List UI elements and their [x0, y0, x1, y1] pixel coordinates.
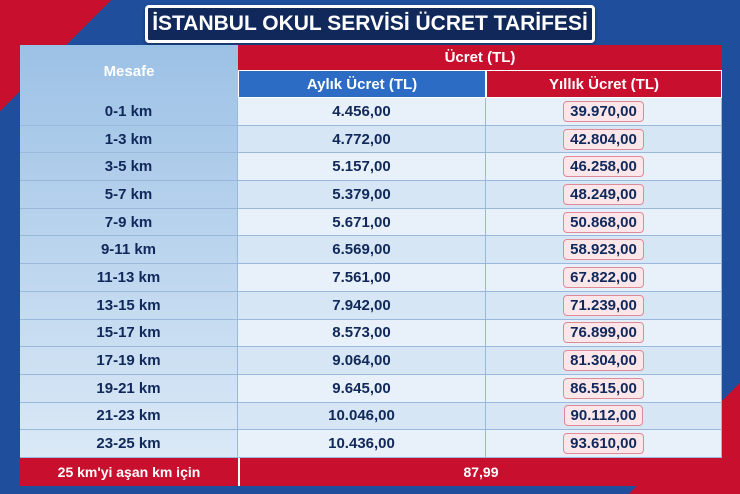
distance: 15-17 km: [96, 324, 161, 342]
monthly-value: 9.064,00: [332, 352, 391, 370]
table-cell: 21-23 km: [20, 402, 238, 431]
table-cell: 5.157,00: [238, 153, 486, 182]
table-cell: 93.610,00: [486, 430, 722, 458]
monthly-value: 4.772,00: [332, 130, 391, 148]
table-cell: 10.046,00: [238, 402, 486, 431]
table-cell: 71.239,00: [486, 291, 722, 320]
table-cell: 58.923,00: [486, 236, 722, 265]
distance: 21-23 km: [96, 407, 161, 425]
distance: 0-1 km: [104, 102, 153, 120]
monthly-value: 8.573,00: [332, 324, 391, 342]
distance: 19-21 km: [96, 379, 161, 397]
monthly-value: 7.561,00: [332, 268, 391, 286]
table-cell: 5.379,00: [238, 181, 486, 209]
table-cell: 7.942,00: [238, 291, 486, 320]
table-cell: 3-5 km: [20, 153, 238, 182]
monthly-value: 5.379,00: [332, 185, 391, 203]
table-cell: 5.671,00: [238, 208, 486, 237]
distance: 7-9 km: [104, 213, 153, 231]
title: İSTANBUL OKUL SERVİSİ ÜCRET TARİFESİ: [145, 5, 595, 43]
yearly-value: 86.515,00: [563, 377, 644, 399]
distance: 23-25 km: [96, 435, 161, 453]
distance-column-bg: [20, 45, 238, 458]
table-cell: 10.436,00: [238, 430, 486, 458]
yearly-value: 39.970,00: [563, 100, 644, 122]
yearly-value: 93.610,00: [563, 433, 644, 455]
table-cell: 9-11 km: [20, 236, 238, 265]
table-cell: 67.822,00: [486, 264, 722, 292]
footer-label: 25 km'yi aşan km için: [20, 458, 238, 486]
table-cell: 0-1 km: [20, 98, 238, 126]
distance: 3-5 km: [104, 158, 153, 176]
table-cell: 6.569,00: [238, 236, 486, 265]
yearly-header: Yıllık Ücret (TL): [486, 70, 722, 98]
monthly-value: 5.157,00: [332, 158, 391, 176]
monthly-value: 4.456,00: [332, 102, 391, 120]
distance: 1-3 km: [104, 130, 153, 148]
table-cell: 15-17 km: [20, 319, 238, 348]
table-cell: 7-9 km: [20, 208, 238, 237]
footer-value: 87,99: [238, 458, 722, 486]
distance-header: Mesafe: [103, 63, 155, 80]
table-cell: 4.772,00: [238, 125, 486, 154]
monthly-value: 10.436,00: [328, 435, 395, 453]
distance: 11-13 km: [96, 268, 161, 286]
table-cell: 9.064,00: [238, 347, 486, 375]
table-cell: 46.258,00: [486, 153, 722, 182]
table-cell: 86.515,00: [486, 374, 722, 403]
table-cell: 42.804,00: [486, 125, 722, 154]
yearly-value: 50.868,00: [563, 211, 644, 233]
table-cell: 90.112,00: [486, 402, 722, 431]
table-cell: 5-7 km: [20, 181, 238, 209]
monthly-value: 5.671,00: [332, 213, 391, 231]
table-cell: 50.868,00: [486, 208, 722, 237]
distance: 17-19 km: [96, 352, 161, 370]
yearly-value: 71.239,00: [563, 294, 644, 316]
table-cell: 7.561,00: [238, 264, 486, 292]
table-cell: 17-19 km: [20, 347, 238, 375]
yearly-value: 58.923,00: [563, 239, 644, 261]
yearly-value: 46.258,00: [563, 156, 644, 178]
yearly-value: 42.804,00: [563, 128, 644, 150]
yearly-value: 67.822,00: [563, 266, 644, 288]
table-cell: 19-21 km: [20, 374, 238, 403]
table-cell: 48.249,00: [486, 181, 722, 209]
table-cell: 13-15 km: [20, 291, 238, 320]
table-cell: 9.645,00: [238, 374, 486, 403]
monthly-value: 7.942,00: [332, 296, 391, 314]
monthly-value: 9.645,00: [332, 379, 391, 397]
table-cell: 39.970,00: [486, 98, 722, 126]
yearly-value: 90.112,00: [563, 405, 644, 427]
table-cell: 1-3 km: [20, 125, 238, 154]
fee-header: Ücret (TL): [238, 45, 722, 70]
table-cell: 4.456,00: [238, 98, 486, 126]
monthly-header: Aylık Ücret (TL): [238, 70, 486, 98]
yearly-value: 81.304,00: [563, 350, 644, 372]
table-cell: 23-25 km: [20, 430, 238, 458]
monthly-value: 10.046,00: [328, 407, 395, 425]
distance: 5-7 km: [104, 185, 153, 203]
distance: 9-11 km: [100, 241, 157, 259]
monthly-value: 6.569,00: [332, 241, 391, 259]
table-cell: 81.304,00: [486, 347, 722, 375]
distance: 13-15 km: [96, 296, 161, 314]
table-cell: 76.899,00: [486, 319, 722, 348]
yearly-value: 48.249,00: [563, 183, 644, 205]
table-cell: 8.573,00: [238, 319, 486, 348]
yearly-value: 76.899,00: [563, 322, 644, 344]
table-cell: 11-13 km: [20, 264, 238, 292]
